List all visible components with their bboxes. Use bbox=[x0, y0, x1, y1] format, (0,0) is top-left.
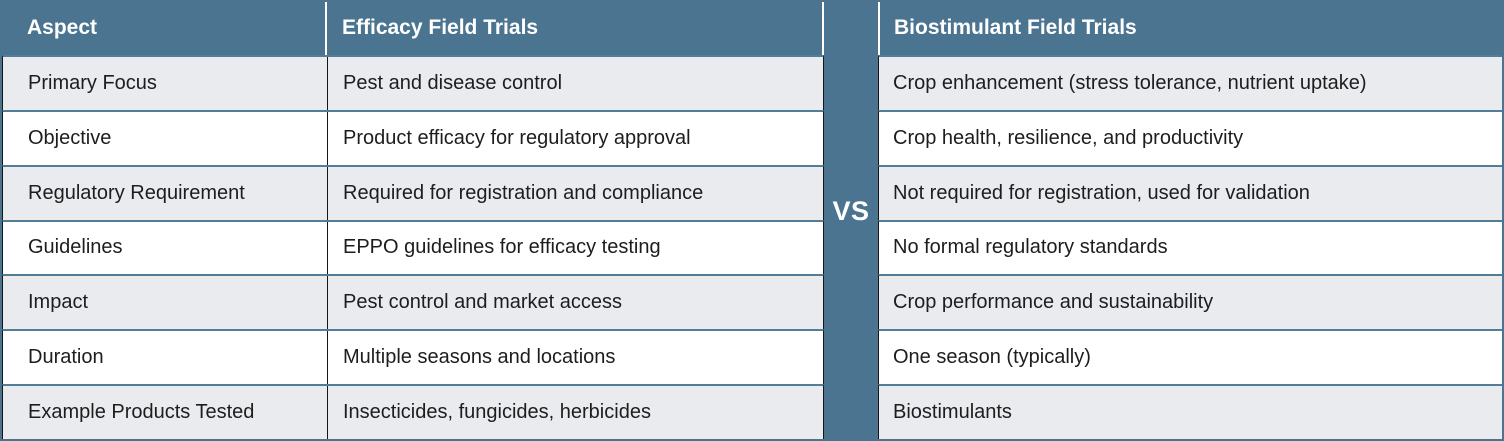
efficacy-cell: Product efficacy for regulatory approval bbox=[328, 111, 823, 165]
biostimulant-column-header: Biostimulant Field Trials bbox=[880, 2, 1502, 55]
biostimulant-table-header-row: Biostimulant Field Trials bbox=[878, 2, 1502, 55]
biostimulant-cell: Crop health, resilience, and productivit… bbox=[879, 111, 1502, 165]
aspect-cell: Guidelines bbox=[3, 221, 328, 275]
aspect-cell: Duration bbox=[3, 331, 328, 385]
aspect-cell: Primary Focus bbox=[3, 56, 328, 110]
aspect-cell: Example Products Tested bbox=[3, 386, 328, 439]
table-row: Crop performance and sustainability bbox=[878, 274, 1502, 330]
table-row: Example Products Tested Insecticides, fu… bbox=[2, 384, 824, 439]
biostimulant-cell: Crop enhancement (stress tolerance, nutr… bbox=[879, 56, 1502, 110]
table-row: Crop health, resilience, and productivit… bbox=[878, 109, 1502, 165]
table-row: Primary Focus Pest and disease control bbox=[2, 54, 824, 110]
biostimulant-cell: Biostimulants bbox=[879, 386, 1502, 439]
vs-divider-bar: VS bbox=[824, 2, 878, 439]
table-row: Regulatory Requirement Required for regi… bbox=[2, 164, 824, 220]
efficacy-cell: Insecticides, fungicides, herbicides bbox=[328, 386, 823, 439]
biostimulant-cell: One season (typically) bbox=[879, 331, 1502, 385]
table-row: Biostimulants bbox=[878, 384, 1502, 439]
table-row: Objective Product efficacy for regulator… bbox=[2, 109, 824, 165]
efficacy-cell: Multiple seasons and locations bbox=[328, 331, 823, 385]
biostimulant-cell: Not required for registration, used for … bbox=[879, 166, 1502, 220]
table-row: Impact Pest control and market access bbox=[2, 274, 824, 330]
aspect-cell: Impact bbox=[3, 276, 328, 330]
efficacy-cell: Required for registration and compliance bbox=[328, 166, 823, 220]
aspect-column-header: Aspect bbox=[2, 2, 327, 55]
biostimulant-cell: Crop performance and sustainability bbox=[879, 276, 1502, 330]
efficacy-cell: Pest control and market access bbox=[328, 276, 823, 330]
biostimulant-table: Biostimulant Field Trials Crop enhanceme… bbox=[878, 2, 1502, 439]
table-row: Crop enhancement (stress tolerance, nutr… bbox=[878, 54, 1502, 110]
biostimulant-cell: No formal regulatory standards bbox=[879, 221, 1502, 275]
efficacy-column-header: Efficacy Field Trials bbox=[327, 2, 822, 55]
table-row: Guidelines EPPO guidelines for efficacy … bbox=[2, 219, 824, 275]
table-row: One season (typically) bbox=[878, 329, 1502, 385]
efficacy-table-header-row: Aspect Efficacy Field Trials bbox=[2, 2, 824, 55]
efficacy-table: Aspect Efficacy Field Trials Primary Foc… bbox=[2, 2, 824, 439]
aspect-cell: Regulatory Requirement bbox=[3, 166, 328, 220]
efficacy-cell: Pest and disease control bbox=[328, 56, 823, 110]
table-row: Not required for registration, used for … bbox=[878, 164, 1502, 220]
vs-label: VS bbox=[832, 196, 870, 226]
efficacy-cell: EPPO guidelines for efficacy testing bbox=[328, 221, 823, 275]
aspect-cell: Objective bbox=[3, 111, 328, 165]
table-row: Duration Multiple seasons and locations bbox=[2, 329, 824, 385]
table-row: No formal regulatory standards bbox=[878, 219, 1502, 275]
